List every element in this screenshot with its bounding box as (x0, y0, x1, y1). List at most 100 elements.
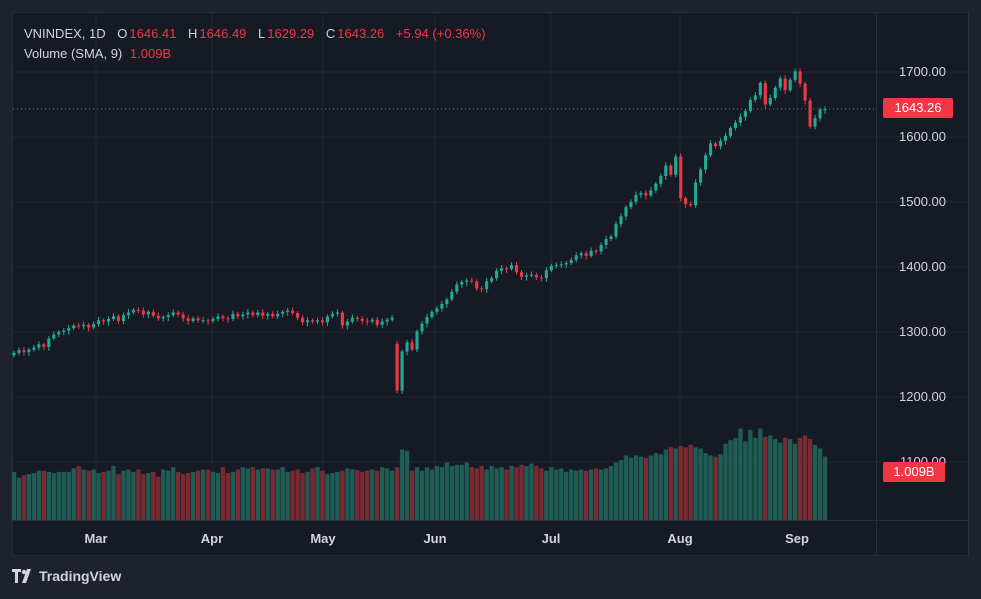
candle-body (634, 194, 638, 202)
candle-body (664, 165, 668, 176)
candle-body (549, 265, 553, 271)
volume-bar (693, 447, 698, 520)
candle-body (569, 259, 573, 264)
candle-body (699, 169, 703, 183)
volume-bar (643, 457, 649, 520)
candle-body (554, 265, 558, 267)
volume-bar (797, 437, 803, 520)
candle-body (111, 316, 116, 319)
tradingview-logo-icon (12, 569, 31, 583)
candle-body (92, 324, 96, 328)
volume-bar (454, 464, 460, 520)
candle-body (22, 350, 26, 353)
volume-bar (758, 428, 763, 520)
candle-body (181, 314, 185, 319)
candle-body (306, 320, 310, 323)
volume-bar (429, 469, 435, 520)
candle-body (97, 320, 101, 325)
candle-body (589, 250, 593, 256)
volume-bar (763, 436, 768, 520)
candle-body (231, 313, 235, 319)
candle-body (639, 192, 643, 195)
volume-bar (230, 471, 236, 520)
candle-body (281, 311, 285, 314)
volume-bar (255, 469, 260, 520)
volume-bar (812, 444, 818, 520)
volume-bar (360, 471, 365, 520)
volume-bar (345, 468, 350, 520)
volume-bar (375, 470, 380, 520)
candle-body (136, 309, 140, 311)
candle-body (156, 315, 160, 319)
candle-body (370, 319, 374, 322)
volume-bar (524, 466, 529, 520)
volume-bar (300, 473, 305, 520)
volume-bar (290, 470, 295, 520)
candle-body (191, 318, 195, 321)
candle-body (430, 311, 434, 318)
volume-bar (245, 468, 251, 520)
volume-bar (176, 471, 181, 520)
volume-bar (569, 469, 574, 520)
volume-bar (728, 440, 733, 520)
volume-bar (21, 475, 27, 520)
candle-body (614, 224, 618, 237)
candle-body (151, 311, 155, 316)
candle-body (718, 140, 723, 147)
volume-bar (783, 437, 788, 520)
tradingview-brand[interactable]: TradingView (12, 568, 121, 584)
candle-body (753, 95, 757, 100)
volume-bar (220, 467, 226, 520)
candle-body (465, 280, 469, 282)
volume-bar (519, 464, 524, 520)
candle-body (514, 265, 519, 273)
volume-bar (424, 467, 430, 520)
y-tick-label: 1500.00 (899, 194, 946, 209)
volume-bar (539, 468, 544, 520)
volume-bar (185, 473, 191, 520)
candle-body (131, 309, 135, 313)
candle-body (236, 313, 240, 317)
x-tick-label: Aug (667, 531, 692, 546)
candle-body (723, 135, 728, 141)
candle-body (529, 274, 533, 276)
open-value: 1646.41 (129, 26, 177, 41)
candle-body (261, 312, 265, 316)
candle-body (823, 109, 827, 111)
candle-body (733, 122, 737, 128)
volume-bar (161, 469, 166, 520)
volume-bar (738, 428, 743, 520)
volume-bar (698, 448, 703, 520)
candle-body (32, 347, 36, 350)
volume-bar (365, 470, 370, 520)
symbol-label: VNINDEX, 1D (24, 26, 106, 41)
volume-bar (280, 467, 285, 520)
candle-body (694, 182, 698, 206)
last-volume-tag: 1.009B (883, 462, 945, 482)
candle-body (629, 202, 633, 208)
x-tick-label: Sep (785, 531, 809, 546)
candle-body (216, 316, 220, 319)
candle-body (375, 319, 379, 325)
x-tick-label: Jul (542, 531, 561, 546)
volume-bar (768, 435, 773, 520)
volume-bar (11, 471, 17, 520)
volume-bar (295, 469, 300, 520)
candle-body (609, 236, 613, 240)
volume-bar (71, 468, 76, 520)
volume-bar (101, 471, 106, 520)
candle-body (539, 277, 543, 279)
volume-bar (384, 468, 390, 520)
volume-bar (195, 470, 201, 520)
volume-bar (335, 471, 340, 520)
candle-body (286, 310, 290, 312)
high-value: 1646.49 (199, 26, 247, 41)
volume-bar (260, 468, 265, 520)
volume-bar (330, 473, 335, 520)
volume-bar (166, 470, 171, 520)
candle-body (221, 316, 225, 319)
candle-body (748, 99, 752, 111)
candle-body (420, 323, 424, 332)
volume-bar (409, 470, 415, 520)
